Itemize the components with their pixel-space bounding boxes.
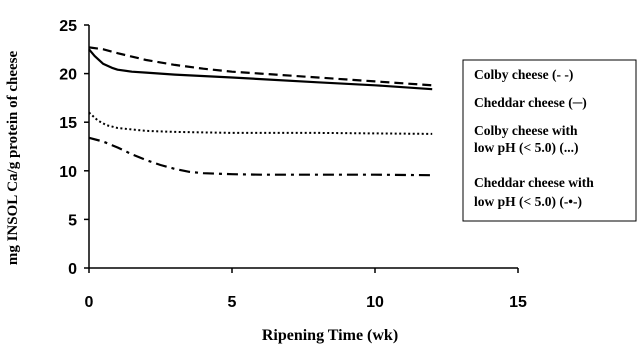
x-tick-label: 10 (366, 294, 384, 311)
y-axis-title: mg INSOL Ca/g protein of cheese (5, 51, 21, 266)
x-tick-label: 15 (509, 294, 527, 311)
legend-entry-1: Colby cheese (- -) (474, 67, 573, 82)
x-tick-label: 5 (228, 294, 237, 311)
y-tick-label: 20 (59, 67, 77, 84)
legend: Colby cheese (- -) Cheddar cheese (─) Colb… (462, 59, 637, 222)
y-tick-label: 10 (59, 164, 77, 181)
legend-items: Colby cheese (- -) Cheddar cheese (─) Colb… (474, 67, 594, 209)
series-line-1 (88, 46, 433, 87)
legend-entry-2: Cheddar cheese (─) (474, 95, 587, 110)
x-tick-label: 0 (85, 294, 94, 311)
x-axis-ticks: 0 5 10 15 (85, 268, 527, 311)
legend-box (462, 59, 637, 222)
series-line-4 (88, 136, 433, 177)
y-tick-label: 15 (59, 115, 77, 132)
y-tick-label: 5 (68, 212, 77, 229)
y-axis-ticks: 0 5 10 15 20 25 (59, 18, 89, 278)
series-line-2 (88, 48, 433, 91)
legend-entry-3: low pH (< 5.0) (...) (474, 140, 578, 155)
series-line-3 (88, 111, 433, 135)
legend-entry-3: Colby cheese with (474, 123, 578, 138)
series-layer (88, 46, 433, 177)
legend-entry-4: low pH (< 5.0) (-•-) (474, 194, 582, 209)
y-tick-label: 0 (68, 261, 77, 278)
x-axis-title: Ripening Time (wk) (262, 327, 398, 344)
legend-entry-4: Cheddar cheese with (474, 175, 594, 190)
y-tick-label: 25 (59, 18, 77, 35)
